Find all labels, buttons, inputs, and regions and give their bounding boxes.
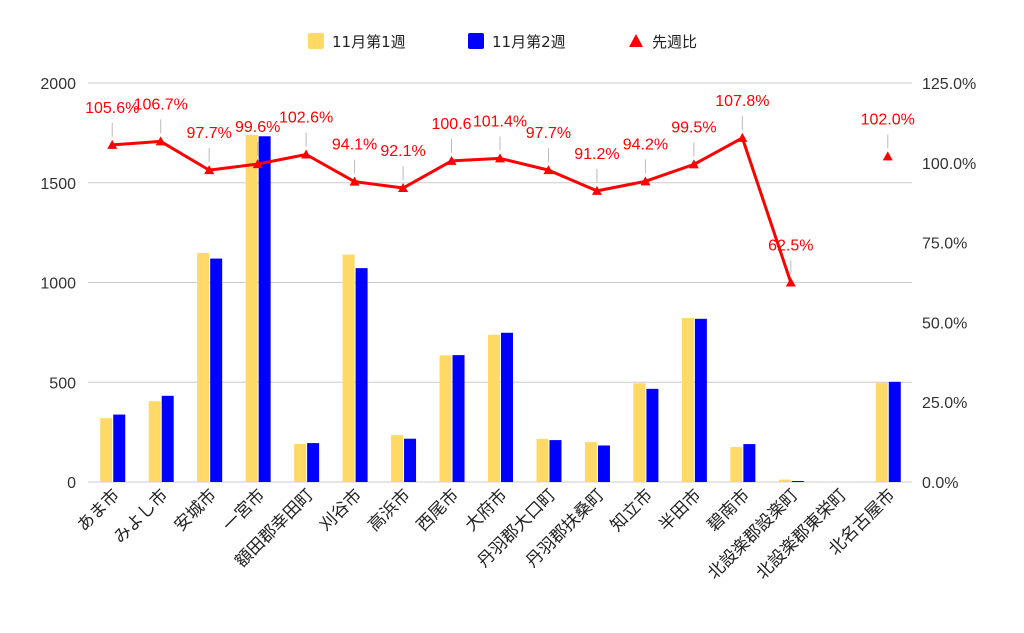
x-category-label: 半田市 bbox=[655, 485, 705, 535]
ratio-marker bbox=[688, 159, 699, 169]
bar-week2 bbox=[888, 381, 901, 482]
bar-week1 bbox=[294, 444, 307, 482]
ratio-marker bbox=[737, 132, 748, 142]
ratio-marker bbox=[495, 153, 505, 163]
ratio-marker bbox=[446, 155, 457, 165]
ratio-marker bbox=[252, 159, 263, 169]
bar-week1 bbox=[197, 252, 210, 482]
ratio-marker bbox=[107, 139, 118, 149]
legend-label: 先週比 bbox=[652, 33, 697, 51]
bar-week2 bbox=[694, 318, 707, 482]
ratio-data-label: 107.8% bbox=[715, 93, 769, 110]
ratio-data-label: 99.6% bbox=[235, 119, 280, 136]
bar-week1 bbox=[778, 479, 791, 482]
legend-label: 11月第2週 bbox=[492, 33, 566, 51]
bar-week1 bbox=[148, 401, 161, 482]
y-right-tick-label: 75.0% bbox=[922, 236, 967, 253]
x-category-label: 刈谷市 bbox=[316, 485, 366, 535]
y-right-tick-label: 0.0% bbox=[922, 475, 958, 492]
bar-week2 bbox=[549, 440, 562, 482]
bar-week2 bbox=[258, 136, 271, 483]
bar-week2 bbox=[210, 258, 223, 482]
y-right-tick-label: 125.0% bbox=[922, 76, 976, 93]
ratio-data-label: 102.0% bbox=[861, 111, 915, 128]
ratio-marker bbox=[785, 277, 796, 287]
bar-week2 bbox=[307, 443, 320, 482]
bar-week2 bbox=[791, 481, 804, 482]
ratio-data-label: 62.5% bbox=[768, 238, 813, 255]
bar-week1 bbox=[391, 435, 404, 482]
ratio-line bbox=[107, 132, 893, 287]
bar-week1 bbox=[633, 383, 646, 482]
y-left-tick-label: 500 bbox=[49, 375, 76, 392]
legend-swatch bbox=[629, 34, 643, 47]
gridlines bbox=[88, 82, 912, 483]
ratio-data-label: 100.6 bbox=[432, 116, 472, 133]
bar-week1 bbox=[488, 334, 500, 482]
bar-week1 bbox=[342, 254, 355, 482]
ratio-marker bbox=[155, 136, 166, 146]
bar-week1 bbox=[730, 447, 743, 482]
bar-week1 bbox=[100, 418, 113, 482]
ratio-data-label: 97.7% bbox=[186, 125, 231, 142]
bar-week2 bbox=[743, 444, 756, 482]
bar-week1 bbox=[245, 134, 258, 482]
bar-week1 bbox=[536, 438, 549, 482]
legend: 11月第1週 11月第2週 先週比 bbox=[308, 33, 697, 51]
ratio-data-label: 94.1% bbox=[332, 137, 377, 154]
x-category-label: 高浜市 bbox=[364, 485, 414, 535]
ratio-data-label: 97.7% bbox=[526, 125, 571, 142]
data-labels: 105.6%106.7%97.7% 99.6%102.6%94.1% 92.1%10… bbox=[85, 93, 915, 275]
ratio-data-label: 102.6% bbox=[279, 110, 333, 127]
bar-week1 bbox=[681, 318, 694, 482]
ratio-data-label: 106.7% bbox=[134, 96, 188, 113]
legend-label: 11月第1週 bbox=[332, 33, 406, 51]
ratio-marker bbox=[349, 176, 360, 186]
y-right-tick-label: 25.0% bbox=[922, 395, 967, 412]
y-left-tick-label: 1000 bbox=[40, 276, 76, 293]
bar-week1 bbox=[875, 382, 888, 482]
ratio-marker bbox=[882, 151, 893, 161]
bar-week2 bbox=[646, 388, 659, 482]
y-left-tick-label: 1500 bbox=[40, 176, 76, 193]
ratio-marker bbox=[398, 183, 409, 193]
y-right-tick-label: 100.0% bbox=[922, 156, 976, 173]
y-left-tick-label: 2000 bbox=[40, 76, 76, 93]
ratio-data-label: 91.2% bbox=[574, 146, 619, 163]
bar-week2 bbox=[113, 414, 126, 482]
bar-week1 bbox=[584, 442, 597, 482]
legend-swatch bbox=[308, 33, 324, 49]
ratio-marker bbox=[640, 176, 651, 186]
ratio-data-label: 105.6% bbox=[85, 100, 139, 117]
x-category-label: みよし市 bbox=[110, 485, 172, 547]
x-category-label: 西尾市 bbox=[413, 485, 463, 535]
ratio-marker bbox=[543, 165, 554, 175]
ratio-data-label: 92.1% bbox=[380, 143, 425, 160]
bars bbox=[100, 134, 901, 483]
ratio-data-label: 94.2% bbox=[623, 136, 668, 153]
ratio-marker bbox=[204, 165, 215, 175]
bar-week2 bbox=[597, 445, 610, 482]
bar-week2 bbox=[355, 268, 368, 482]
ratio-data-label: 101.4% bbox=[473, 113, 527, 130]
x-category-label: 知立市 bbox=[607, 485, 657, 535]
x-category-label: 安城市 bbox=[171, 485, 221, 535]
bar-week2 bbox=[161, 395, 174, 482]
legend-swatch bbox=[468, 33, 484, 49]
bar-week2 bbox=[404, 438, 417, 482]
bar-week2 bbox=[452, 355, 465, 482]
ratio-marker bbox=[591, 185, 602, 195]
ratio-data-label: 99.5% bbox=[671, 119, 716, 136]
y-left-tick-label: 0 bbox=[67, 475, 76, 492]
y-right-tick-label: 50.0% bbox=[922, 315, 967, 332]
bar-week1 bbox=[439, 355, 452, 482]
bar-week2 bbox=[501, 332, 513, 482]
ratio-marker bbox=[301, 149, 312, 159]
